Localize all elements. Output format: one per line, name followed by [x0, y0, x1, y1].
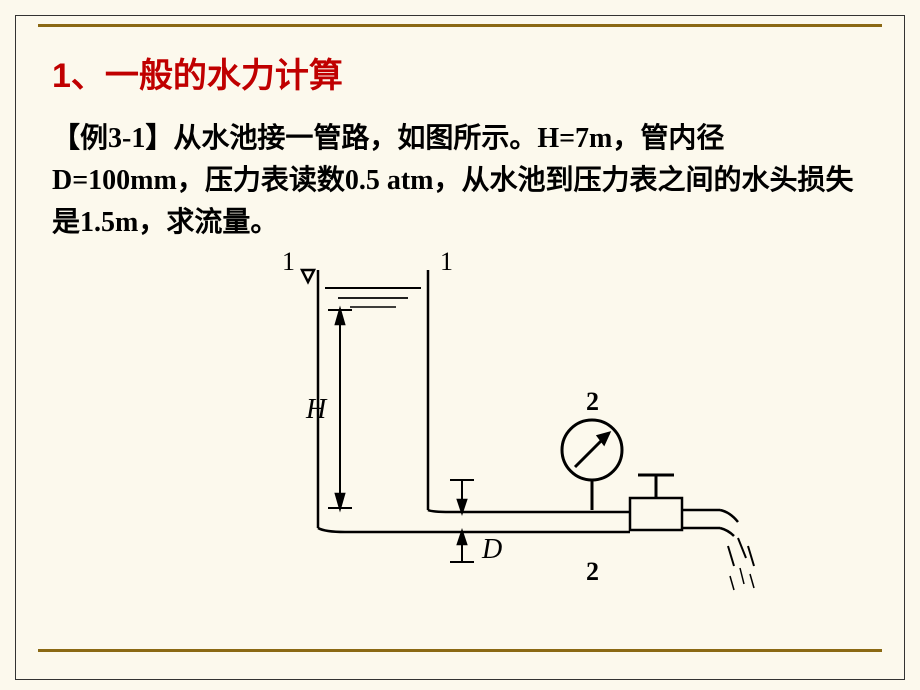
problem-statement: 【例3-1】从水池接一管路，如图所示。H=7m，管内径D=100mm，压力表读数…: [52, 118, 868, 244]
label-section2-bottom: 2: [586, 557, 599, 586]
top-accent-line: [38, 24, 882, 27]
label-height: H: [305, 394, 328, 425]
label-section1-left: 1: [282, 250, 295, 276]
bottom-accent-line: [38, 649, 882, 652]
label-section2-top: 2: [586, 387, 599, 416]
label-section1-right: 1: [440, 250, 453, 276]
section-heading: 1、一般的水力计算: [52, 48, 343, 97]
label-diameter: D: [481, 534, 502, 565]
hydraulic-diagram: 1 1 H D 2 2: [250, 250, 790, 640]
